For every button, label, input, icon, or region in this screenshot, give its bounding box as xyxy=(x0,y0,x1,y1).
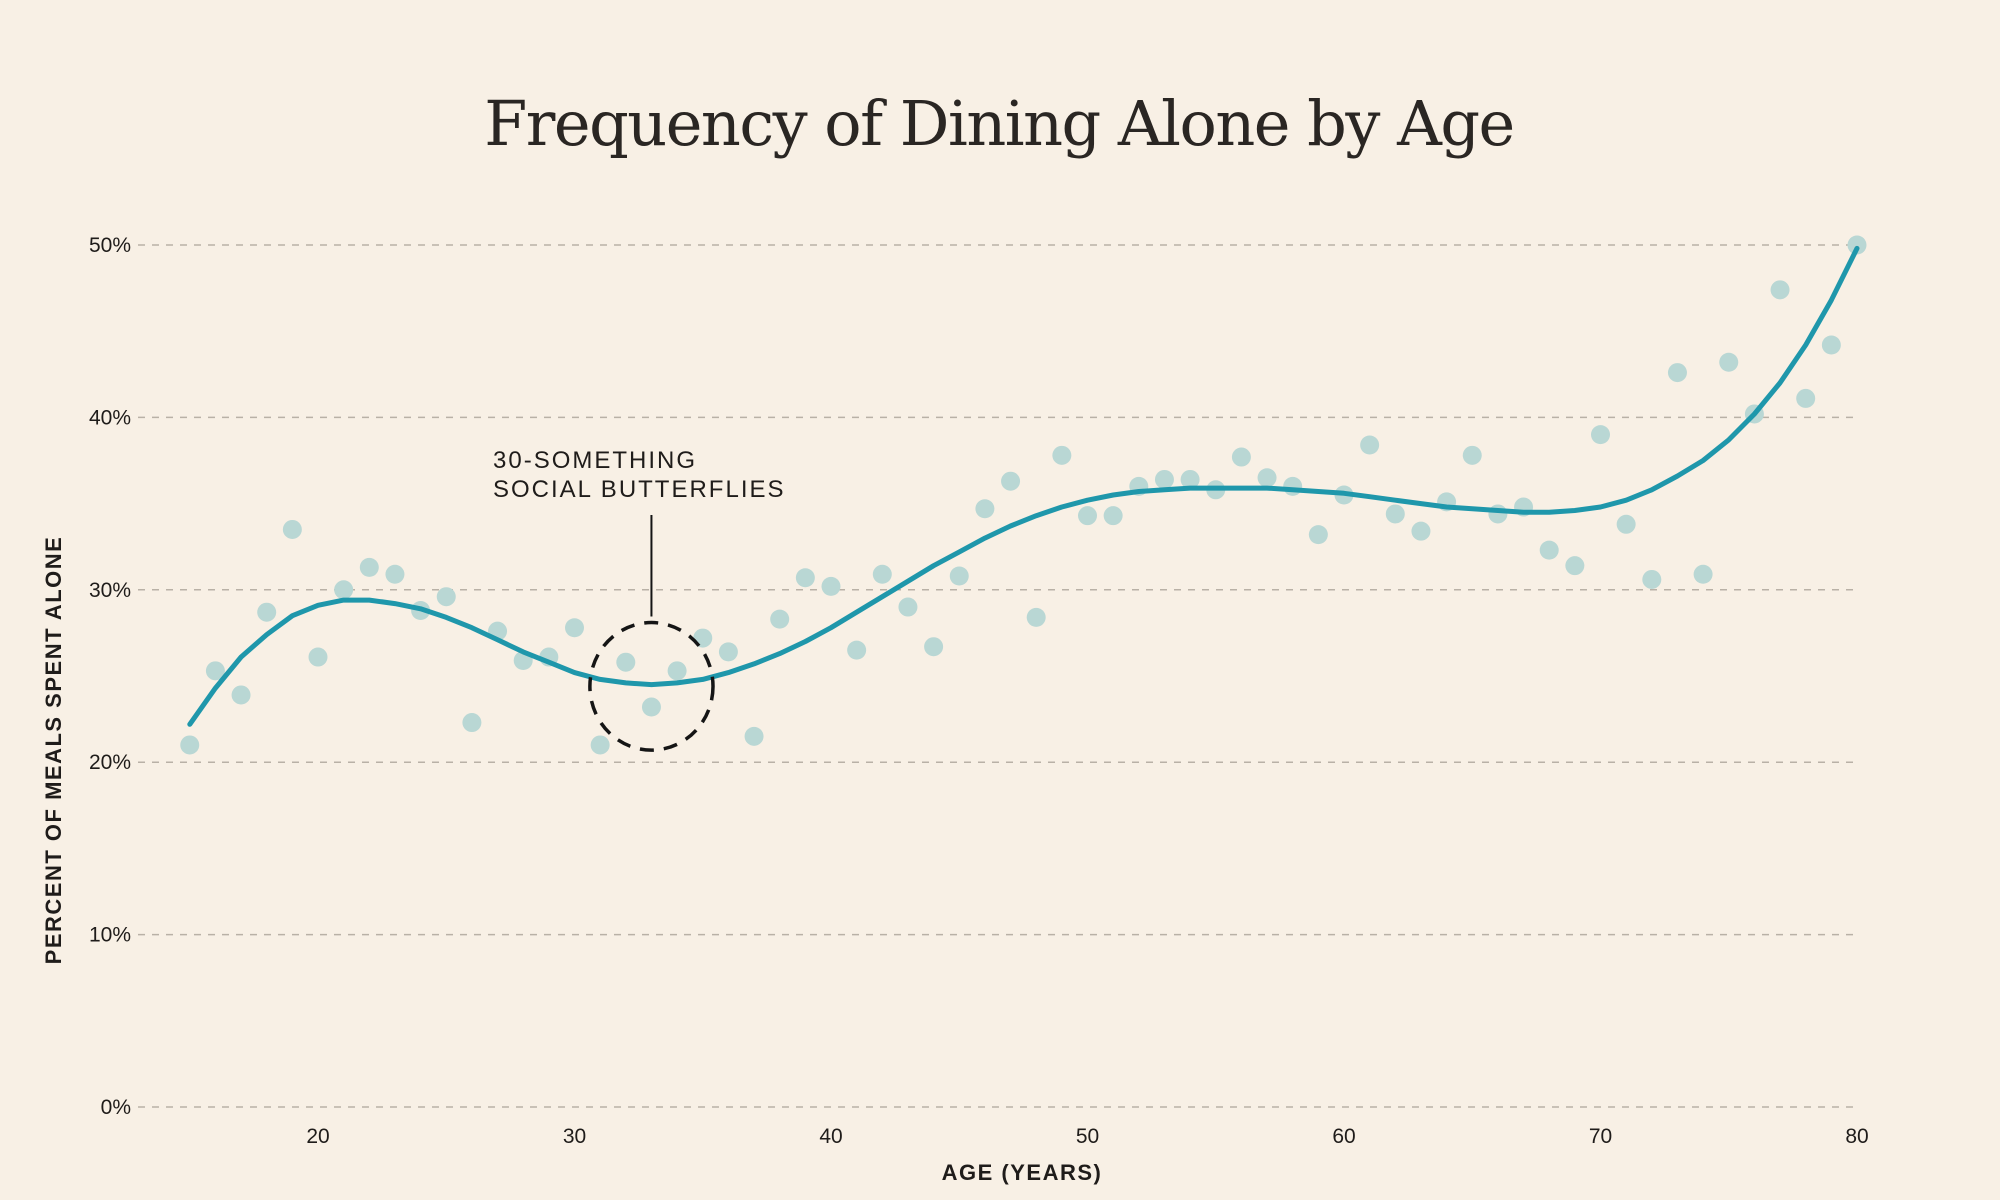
data-point xyxy=(770,609,790,629)
data-point xyxy=(1001,471,1021,491)
data-point xyxy=(1796,388,1816,408)
y-axis-title: PERCENT OF MEALS SPENT ALONE xyxy=(41,536,66,965)
data-point xyxy=(1360,435,1380,455)
y-tick-label: 10% xyxy=(89,924,131,947)
x-tick-label: 60 xyxy=(1332,1125,1355,1148)
data-point xyxy=(1719,352,1739,372)
data-point xyxy=(385,564,405,584)
data-point xyxy=(359,557,379,577)
data-point xyxy=(898,597,918,617)
data-point xyxy=(1052,445,1072,465)
y-axis-ticks: 0% 10% 20% 30% 40% 50% xyxy=(89,234,131,1119)
data-point xyxy=(462,713,482,733)
data-point xyxy=(1642,569,1662,589)
data-point xyxy=(231,685,251,705)
data-point xyxy=(975,499,995,519)
annotation-label: SOCIAL BUTTERFLIES xyxy=(493,476,786,503)
data-point xyxy=(924,637,944,657)
data-point xyxy=(1411,521,1431,541)
x-axis-ticks: 20 30 40 50 60 70 80 xyxy=(306,1125,1868,1148)
y-tick-label: 0% xyxy=(101,1096,131,1119)
y-tick-label: 50% xyxy=(89,234,131,257)
data-point xyxy=(1257,468,1277,488)
x-tick-label: 30 xyxy=(563,1125,586,1148)
data-point xyxy=(1026,607,1046,627)
data-point xyxy=(205,661,225,681)
data-point xyxy=(1180,469,1200,489)
data-point xyxy=(1539,540,1559,560)
data-point xyxy=(282,519,302,539)
data-point xyxy=(718,642,738,662)
data-point xyxy=(1616,514,1636,534)
data-point xyxy=(1667,363,1687,383)
data-point xyxy=(821,576,841,596)
x-tick-label: 70 xyxy=(1589,1125,1612,1148)
data-point xyxy=(590,735,610,755)
data-point xyxy=(1565,556,1585,576)
data-point xyxy=(1154,469,1174,489)
annotation-circle xyxy=(588,620,715,752)
data-point xyxy=(667,661,687,681)
data-point xyxy=(641,697,661,717)
y-tick-label: 40% xyxy=(89,406,131,429)
data-point xyxy=(1078,506,1097,526)
annotation-label: 30-SOMETHING xyxy=(493,447,697,474)
data-point xyxy=(744,726,764,746)
data-point xyxy=(872,564,892,584)
x-axis-title: AGE (YEARS) xyxy=(942,1160,1103,1185)
data-point xyxy=(795,568,815,588)
data-point xyxy=(1770,280,1790,300)
data-point xyxy=(565,618,584,638)
data-point xyxy=(1821,335,1841,355)
data-point xyxy=(847,640,867,660)
data-point xyxy=(180,735,200,755)
data-point xyxy=(1847,235,1867,255)
data-point xyxy=(1308,525,1328,545)
x-tick-label: 80 xyxy=(1845,1125,1868,1148)
data-point xyxy=(1488,504,1508,524)
gridlines xyxy=(138,244,1857,1108)
data-point xyxy=(616,652,636,672)
data-point xyxy=(1231,447,1251,467)
y-tick-label: 30% xyxy=(89,579,131,602)
trend-line xyxy=(187,245,1860,727)
x-tick-label: 20 xyxy=(306,1125,329,1148)
data-point xyxy=(1385,504,1405,524)
trend-line-group xyxy=(187,245,1860,727)
scatter-points xyxy=(180,235,1867,755)
x-tick-label: 40 xyxy=(819,1125,842,1148)
y-tick-label: 20% xyxy=(89,751,131,774)
data-point xyxy=(1591,425,1610,445)
data-point xyxy=(308,647,328,667)
x-tick-label: 50 xyxy=(1076,1125,1099,1148)
data-point xyxy=(1462,445,1482,465)
data-point xyxy=(949,566,969,586)
chart-title: Frequency of Dining Alone by Age xyxy=(484,87,1514,160)
data-point xyxy=(334,580,354,600)
data-point xyxy=(436,587,456,607)
data-point xyxy=(1283,476,1303,496)
data-point xyxy=(1103,506,1123,526)
data-point xyxy=(257,602,277,622)
data-point xyxy=(1693,564,1713,584)
